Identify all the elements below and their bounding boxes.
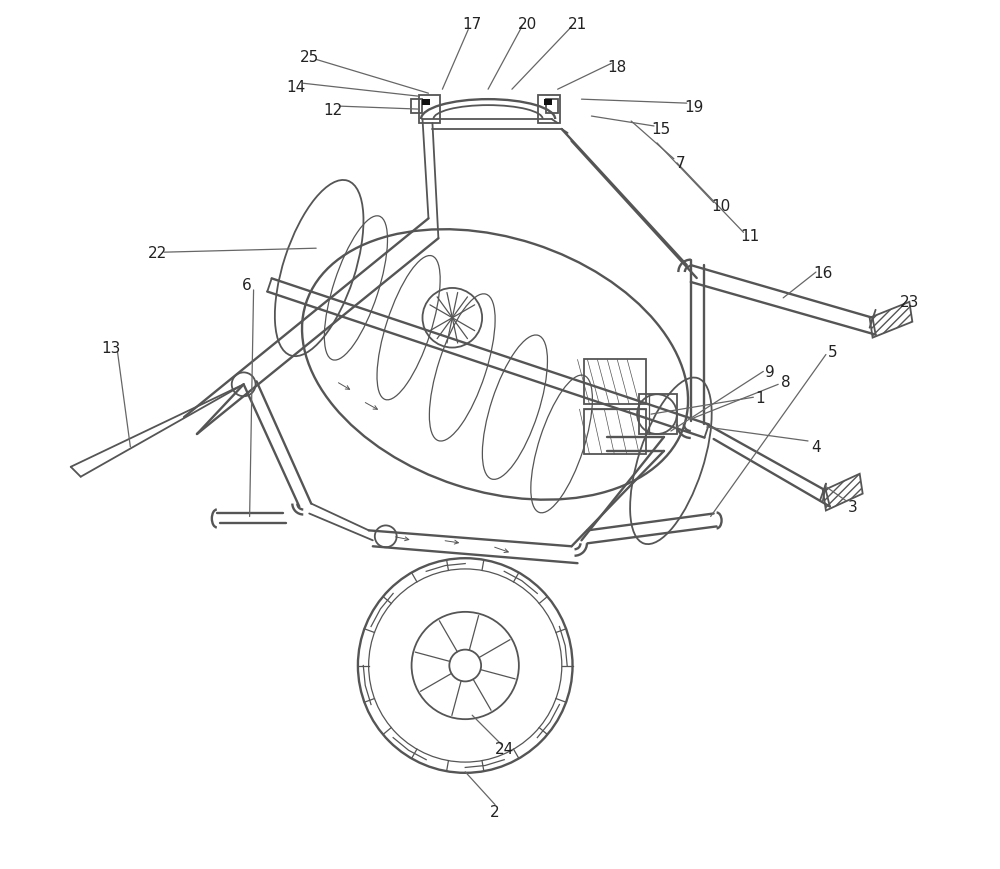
Text: 22: 22 — [148, 245, 167, 261]
Text: 4: 4 — [811, 440, 821, 454]
Bar — [584, 409, 646, 454]
Text: 19: 19 — [684, 99, 703, 115]
Text: 20: 20 — [518, 17, 537, 32]
Text: 15: 15 — [651, 123, 671, 137]
Text: 11: 11 — [741, 229, 760, 243]
Bar — [544, 100, 552, 106]
Text: 16: 16 — [813, 265, 833, 280]
Bar — [639, 395, 677, 434]
Text: 3: 3 — [848, 500, 858, 514]
Bar — [538, 96, 560, 124]
Text: 7: 7 — [676, 156, 686, 171]
Text: 6: 6 — [242, 278, 252, 293]
Text: 24: 24 — [495, 741, 515, 757]
Text: 25: 25 — [300, 50, 319, 65]
Text: 23: 23 — [900, 295, 919, 310]
Text: 17: 17 — [463, 17, 482, 32]
Text: 1: 1 — [756, 390, 765, 405]
Text: 21: 21 — [568, 17, 587, 32]
Text: 12: 12 — [323, 103, 343, 117]
Text: 8: 8 — [781, 375, 791, 389]
Bar — [546, 100, 558, 114]
Text: 9: 9 — [765, 364, 775, 380]
Bar — [584, 360, 646, 405]
Text: 10: 10 — [711, 199, 730, 214]
Text: 13: 13 — [101, 341, 120, 355]
Text: 5: 5 — [828, 345, 838, 360]
Text: 2: 2 — [490, 804, 500, 819]
Text: 14: 14 — [287, 80, 306, 95]
Bar — [411, 100, 422, 114]
Bar — [419, 96, 440, 124]
Bar — [422, 100, 430, 106]
Text: 18: 18 — [608, 60, 627, 75]
